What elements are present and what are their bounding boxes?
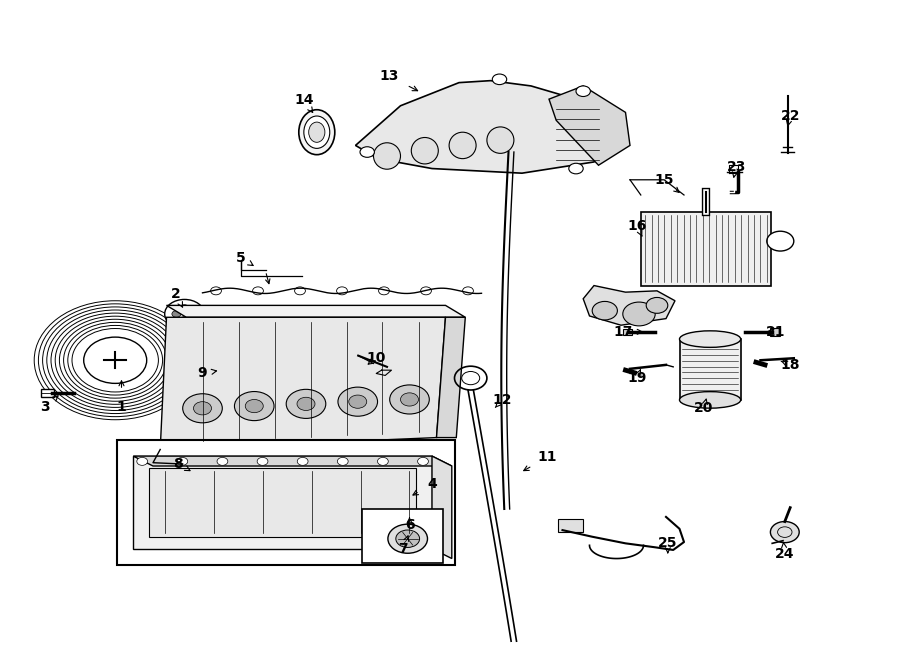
Text: 14: 14 — [294, 93, 314, 108]
Text: 22: 22 — [780, 108, 800, 123]
Text: 7: 7 — [399, 541, 408, 556]
Circle shape — [165, 299, 204, 329]
Circle shape — [211, 287, 221, 295]
Bar — [117, 440, 454, 565]
Ellipse shape — [374, 143, 400, 169]
Circle shape — [253, 287, 264, 295]
Circle shape — [492, 74, 507, 85]
Text: 11: 11 — [537, 450, 557, 465]
Circle shape — [245, 399, 263, 412]
Text: 18: 18 — [780, 358, 800, 372]
Ellipse shape — [309, 122, 325, 142]
Circle shape — [286, 389, 326, 418]
Text: 5: 5 — [237, 251, 246, 265]
Circle shape — [297, 457, 308, 465]
Circle shape — [84, 337, 147, 383]
Text: 3: 3 — [40, 399, 50, 414]
Text: 17: 17 — [613, 325, 633, 339]
Bar — [623, 329, 632, 335]
Text: 8: 8 — [174, 457, 183, 471]
Polygon shape — [436, 317, 465, 438]
Text: 19: 19 — [627, 371, 647, 385]
Text: 16: 16 — [627, 219, 647, 233]
Circle shape — [177, 457, 188, 465]
Ellipse shape — [680, 391, 741, 408]
Circle shape — [337, 287, 347, 295]
Text: 2: 2 — [171, 287, 180, 301]
Text: 21: 21 — [766, 325, 786, 339]
Circle shape — [396, 530, 419, 547]
Text: 23: 23 — [726, 159, 746, 174]
Circle shape — [172, 311, 181, 317]
Circle shape — [188, 311, 197, 317]
Bar — [362, 509, 443, 563]
Circle shape — [592, 301, 617, 320]
Circle shape — [767, 231, 794, 251]
Ellipse shape — [487, 127, 514, 153]
Circle shape — [646, 297, 668, 313]
Circle shape — [418, 457, 428, 465]
Ellipse shape — [299, 110, 335, 155]
Circle shape — [257, 457, 268, 465]
Ellipse shape — [411, 137, 438, 164]
Polygon shape — [133, 456, 452, 466]
Polygon shape — [356, 81, 626, 173]
Circle shape — [137, 457, 148, 465]
Circle shape — [400, 393, 418, 406]
Polygon shape — [160, 317, 446, 449]
Circle shape — [217, 457, 228, 465]
Polygon shape — [583, 286, 675, 325]
Circle shape — [297, 397, 315, 410]
Text: 10: 10 — [366, 351, 386, 366]
Polygon shape — [166, 305, 465, 317]
Bar — [41, 389, 54, 397]
Circle shape — [463, 287, 473, 295]
Circle shape — [569, 163, 583, 174]
Text: 4: 4 — [428, 477, 436, 491]
Bar — [149, 468, 416, 537]
Polygon shape — [549, 86, 630, 165]
Circle shape — [180, 317, 189, 323]
Circle shape — [379, 287, 390, 295]
Circle shape — [770, 522, 799, 543]
Circle shape — [377, 457, 388, 465]
Text: 25: 25 — [658, 536, 678, 551]
Bar — [133, 456, 432, 549]
Text: 15: 15 — [654, 173, 674, 187]
Text: 6: 6 — [405, 518, 414, 533]
Circle shape — [338, 387, 378, 416]
Circle shape — [194, 402, 212, 415]
Bar — [176, 457, 223, 484]
Text: 1: 1 — [117, 399, 126, 414]
Circle shape — [623, 302, 655, 326]
Circle shape — [338, 457, 348, 465]
Circle shape — [235, 391, 274, 420]
Text: 13: 13 — [379, 69, 399, 83]
Ellipse shape — [449, 132, 476, 159]
Bar — [641, 212, 771, 286]
Circle shape — [360, 147, 374, 157]
Bar — [558, 519, 583, 532]
Ellipse shape — [680, 331, 741, 348]
Circle shape — [294, 287, 305, 295]
Bar — [680, 339, 741, 400]
Circle shape — [390, 385, 429, 414]
Text: 24: 24 — [775, 547, 795, 561]
Bar — [181, 462, 217, 481]
Bar — [770, 328, 780, 336]
Ellipse shape — [304, 116, 329, 148]
Text: 20: 20 — [694, 401, 714, 416]
Circle shape — [183, 394, 222, 423]
Polygon shape — [432, 456, 452, 559]
Circle shape — [180, 305, 189, 311]
Text: 9: 9 — [198, 366, 207, 381]
Text: 12: 12 — [492, 393, 512, 407]
Circle shape — [349, 395, 367, 408]
Circle shape — [388, 524, 427, 553]
Circle shape — [420, 287, 431, 295]
Circle shape — [576, 86, 590, 97]
